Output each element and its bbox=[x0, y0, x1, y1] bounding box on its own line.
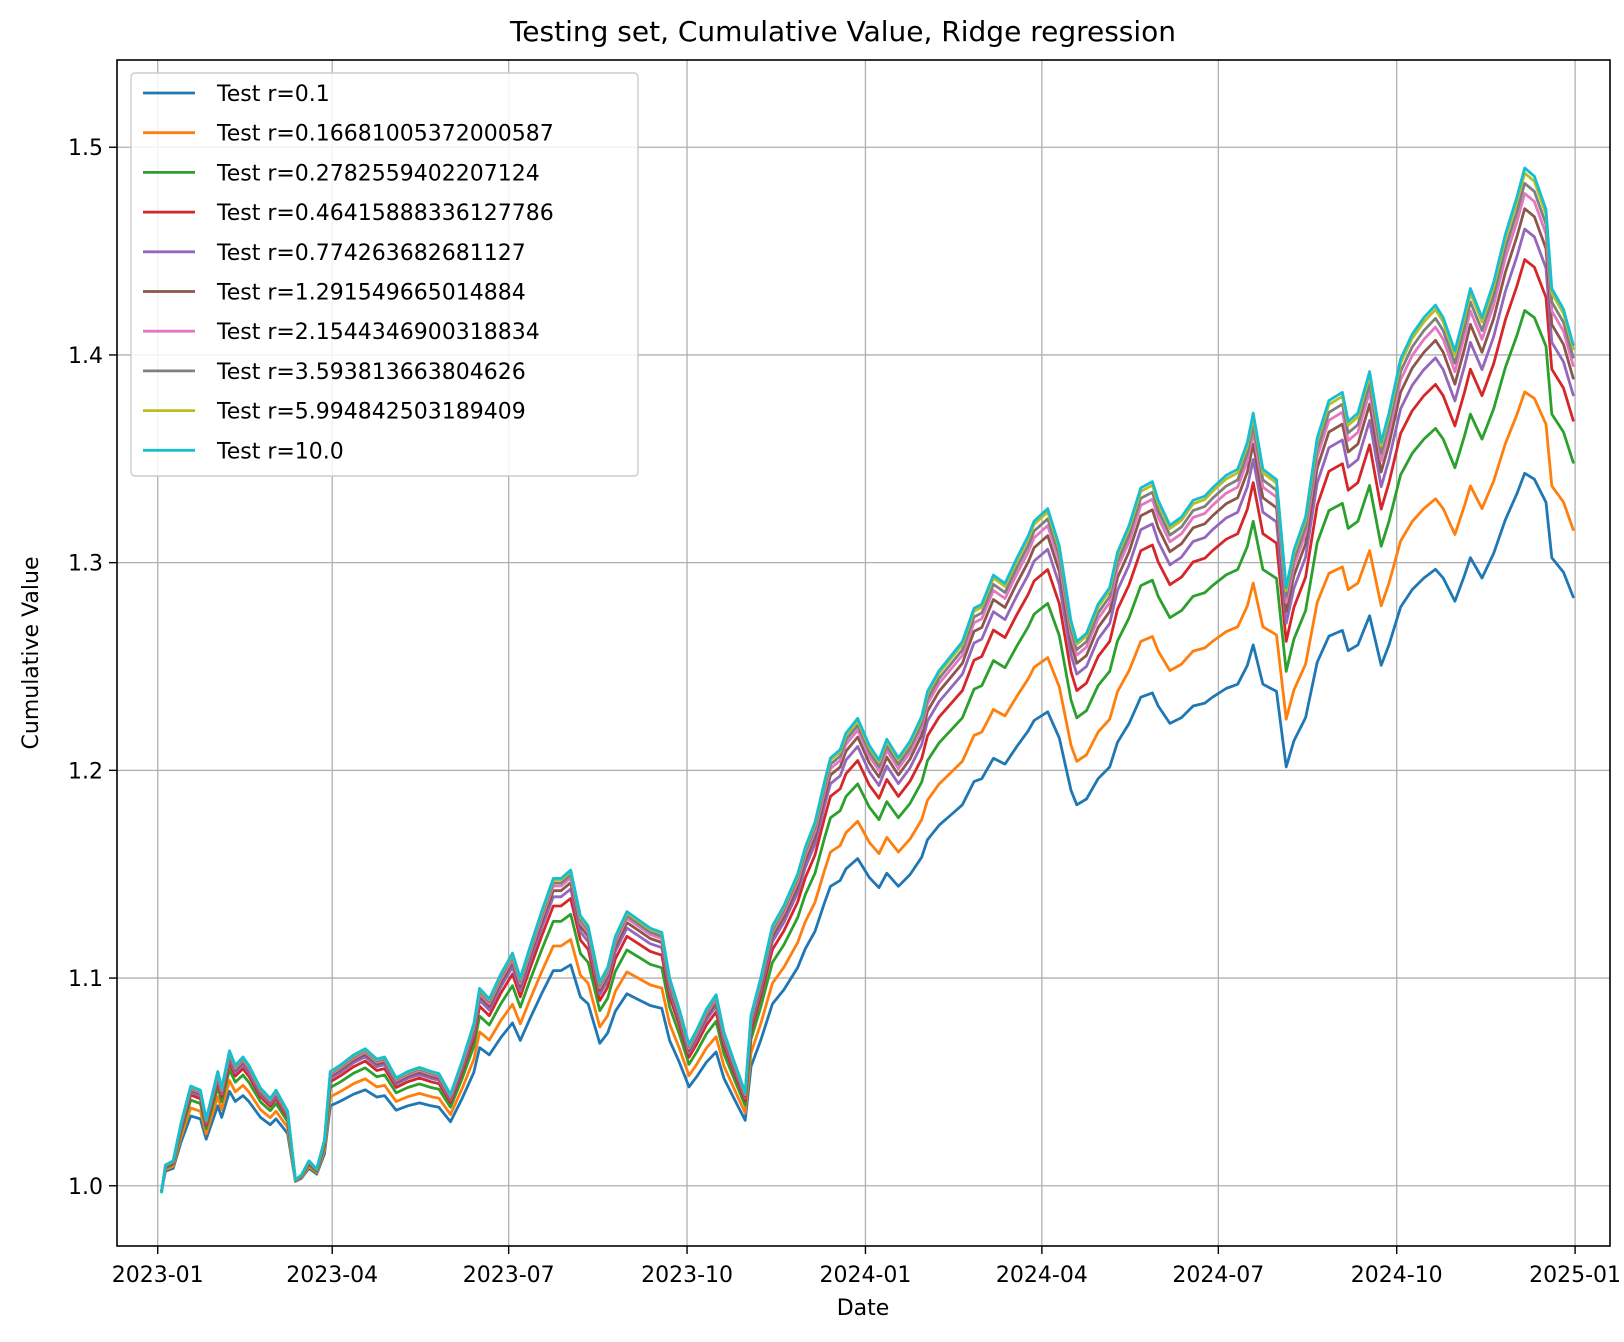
y-tick-label: 1.3 bbox=[68, 552, 103, 577]
x-tick-label: 2024-07 bbox=[1172, 1263, 1264, 1288]
legend-label: Test r=0.1 bbox=[216, 82, 330, 107]
legend-label: Test r=0.774263682681127 bbox=[216, 241, 526, 266]
legend-label: Test r=0.16681005372000587 bbox=[216, 122, 554, 147]
series-line-0 bbox=[160, 471, 1575, 1192]
legend-box bbox=[130, 72, 639, 477]
series-line-9 bbox=[160, 166, 1575, 1194]
series-line-3 bbox=[160, 258, 1575, 1193]
x-tick-label: 2023-01 bbox=[112, 1263, 204, 1288]
series-lines bbox=[160, 166, 1575, 1194]
series-line-2 bbox=[160, 309, 1575, 1193]
series-line-5 bbox=[160, 207, 1575, 1194]
x-tick-label: 2023-10 bbox=[641, 1263, 733, 1288]
legend-label: Test r=3.593813663804626 bbox=[216, 360, 526, 385]
legend-label: Test r=5.994842503189409 bbox=[216, 400, 526, 425]
legend-label: Test r=2.1544346900318834 bbox=[216, 320, 540, 345]
x-tick-label: 2024-10 bbox=[1351, 1263, 1443, 1288]
x-tick-label: 2024-01 bbox=[819, 1263, 911, 1288]
x-tick-label: 2025-01 bbox=[1529, 1263, 1621, 1288]
x-axis-label: Date bbox=[837, 1296, 890, 1321]
x-tick-label: 2024-04 bbox=[996, 1263, 1088, 1288]
y-tick-label: 1.4 bbox=[68, 344, 103, 369]
y-axis: 1.0 1.1 1.2 1.3 1.4 1.5 bbox=[68, 136, 117, 1200]
legend-label: Test r=0.46415888336127786 bbox=[216, 201, 554, 226]
legend-label: Test r=1.291549665014884 bbox=[216, 281, 526, 306]
series-line-4 bbox=[160, 227, 1575, 1193]
series-line-1 bbox=[160, 390, 1575, 1192]
legend-label: Test r=0.2782559402207124 bbox=[216, 161, 540, 186]
chart-title: Testing set, Cumulative Value, Ridge reg… bbox=[509, 15, 1176, 48]
y-tick-label: 1.5 bbox=[68, 136, 103, 161]
x-axis: 2023-01 2023-04 2023-07 2023-10 2024-01 2024-… bbox=[112, 1246, 1621, 1288]
plot-frame bbox=[116, 59, 1611, 1247]
x-tick-label: 2023-04 bbox=[286, 1263, 378, 1288]
y-tick-label: 1.0 bbox=[68, 1175, 103, 1200]
y-tick-label: 1.1 bbox=[68, 967, 103, 992]
x-tick-label: 2023-07 bbox=[463, 1263, 555, 1288]
legend: Test r=0.1 Test r=0.16681005372000587 Test… bbox=[130, 72, 639, 477]
y-axis-label: Cumulative Value bbox=[19, 557, 44, 750]
legend-label: Test r=10.0 bbox=[216, 439, 344, 464]
y-tick-label: 1.2 bbox=[68, 759, 103, 784]
